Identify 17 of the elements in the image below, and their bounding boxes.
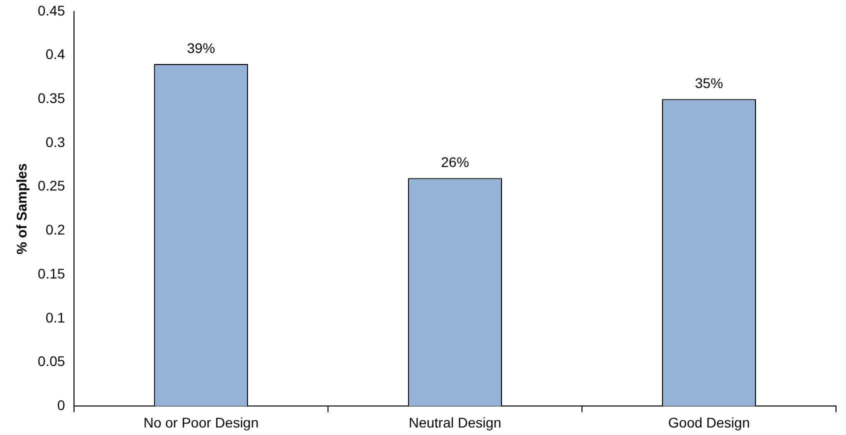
data-label: 39% [187,40,216,56]
x-tick-label: Neutral Design [408,414,502,430]
y-tick-label: 0.4 [46,46,66,62]
y-tick-label: 0.35 [38,90,66,106]
x-tick-label: No or Poor Design [143,414,259,430]
y-tick-label: 0.2 [46,222,66,238]
x-tick-label: Good Design [668,414,750,430]
y-tick-label: 0.05 [38,353,66,370]
y-tick-label: 0.25 [38,178,66,194]
data-label: 26% [441,154,470,170]
y-tick-label: 0.1 [46,309,66,326]
y-tick-label: 0.3 [46,134,66,150]
y-tick-label: 0.15 [38,265,66,282]
data-label: 35% [694,74,724,91]
y-axis-title: % of Samples [13,163,30,254]
y-tick-label: 0.45 [38,2,66,18]
y-tick-label: 0 [57,397,66,414]
